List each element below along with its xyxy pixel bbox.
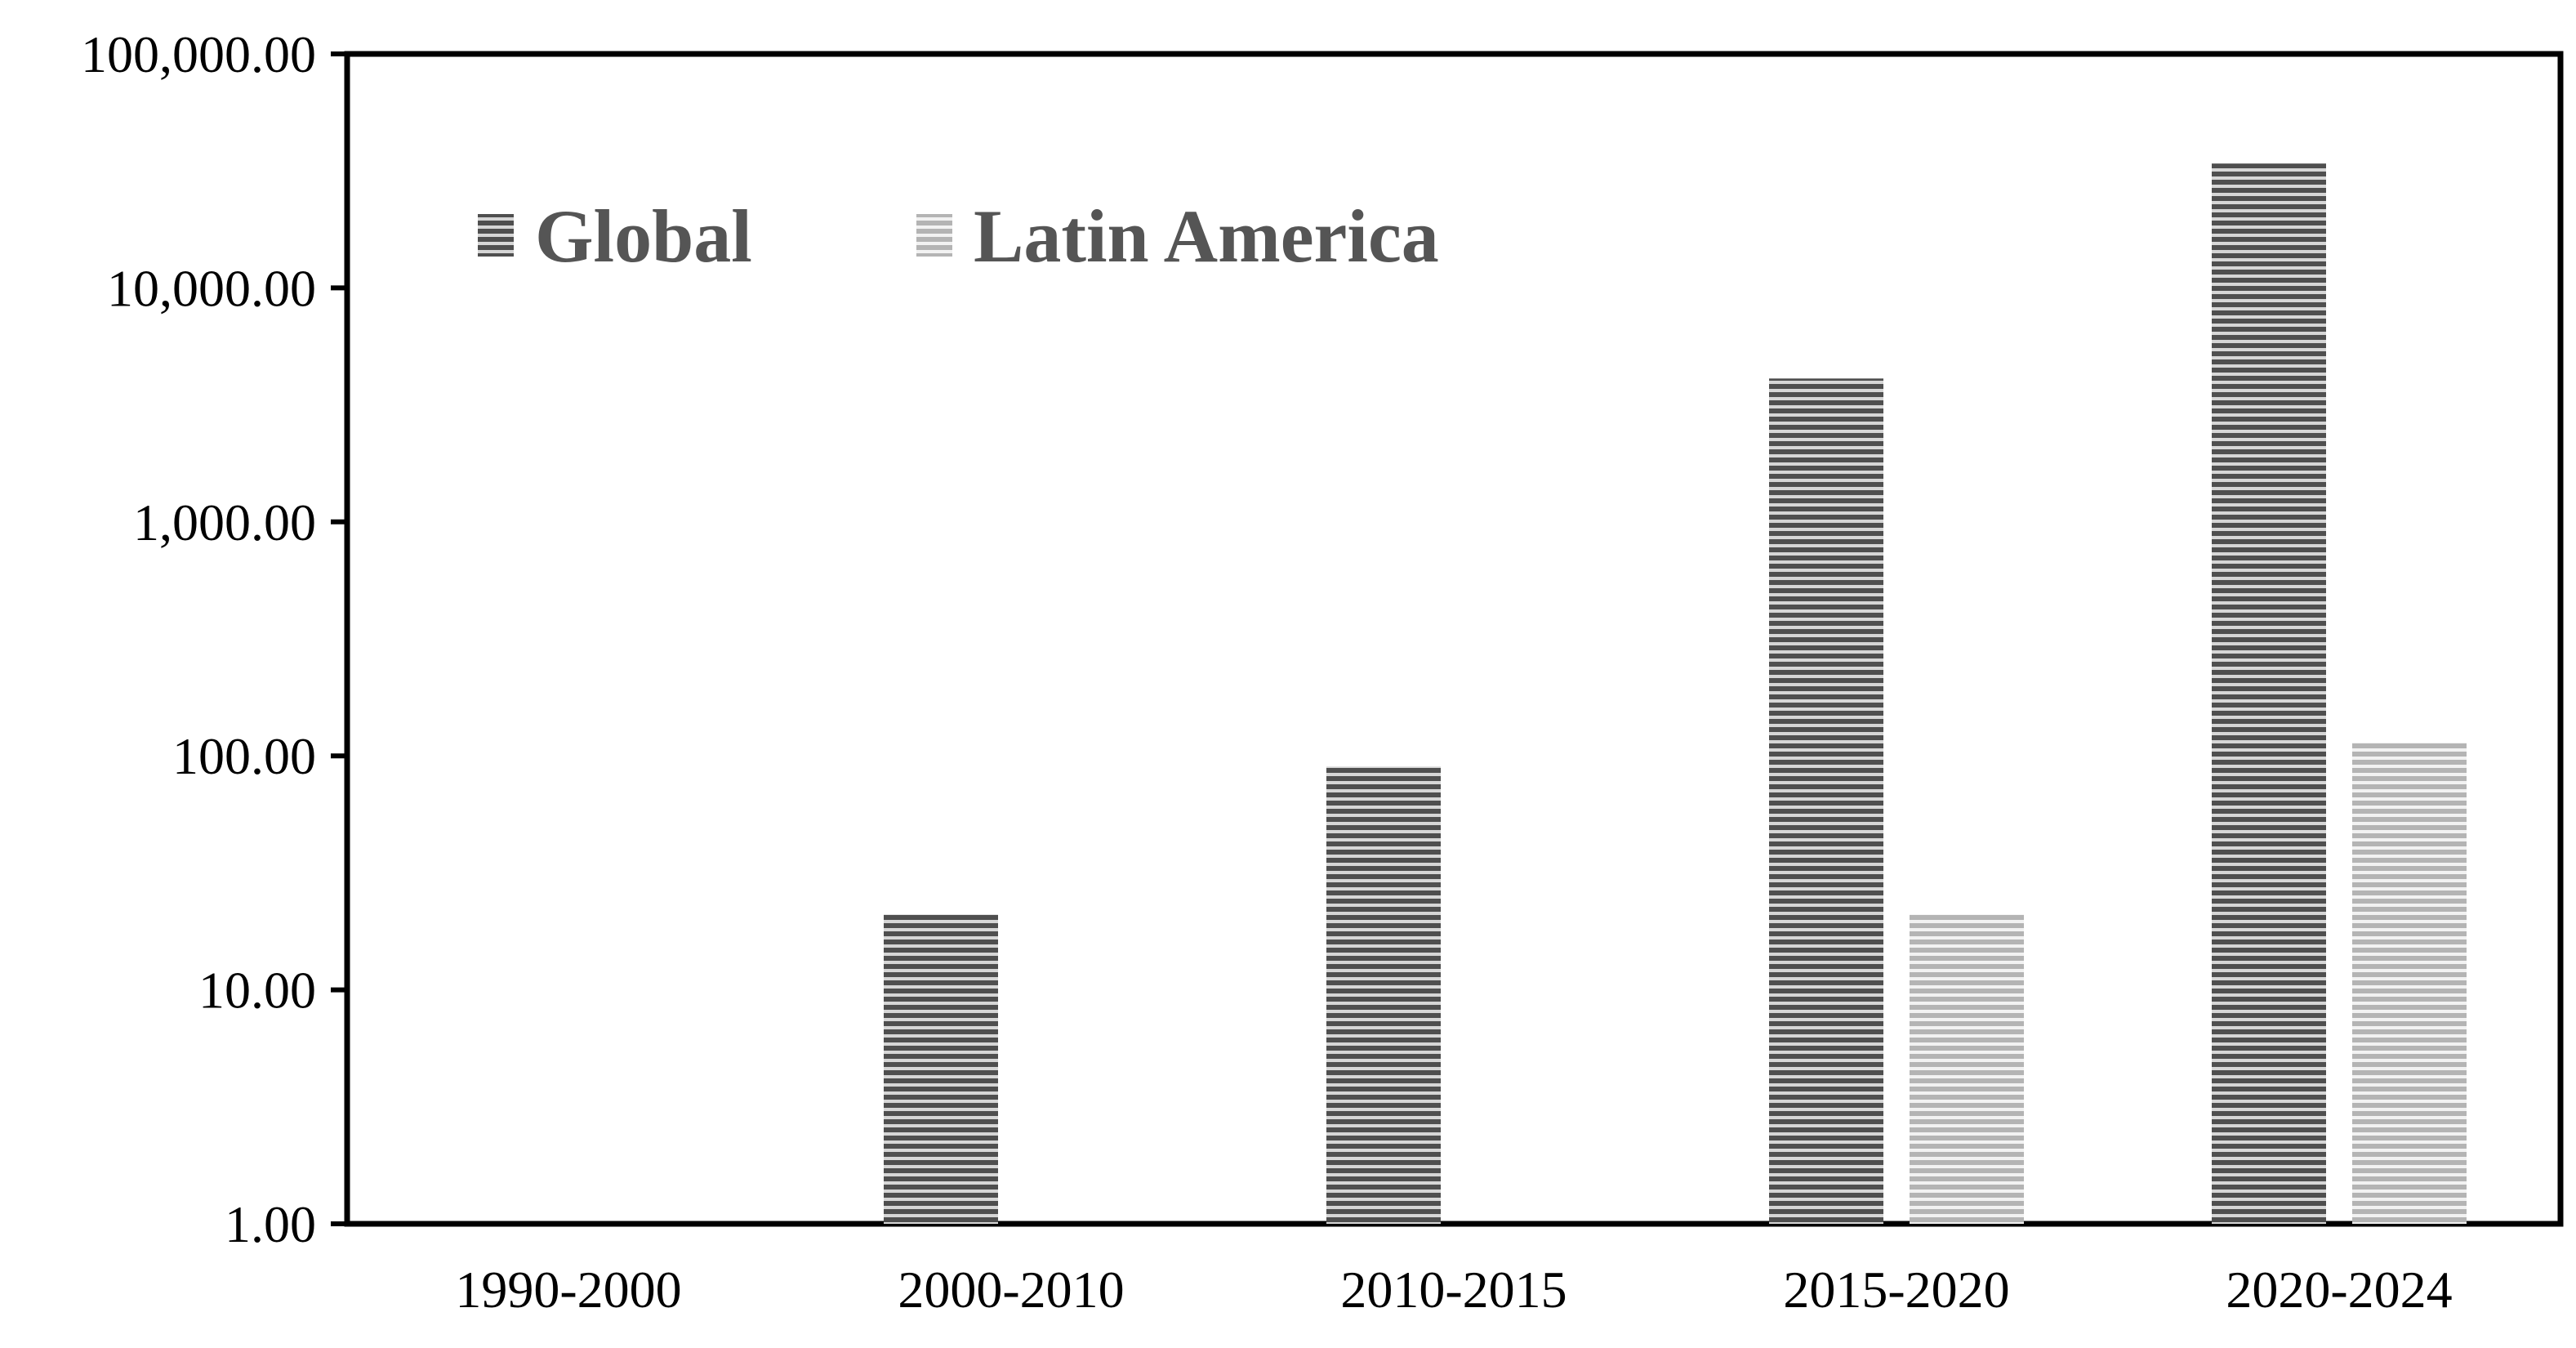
bar-global-2000-2010 bbox=[884, 914, 998, 1224]
y-tick-label: 10.00 bbox=[198, 962, 316, 1020]
legend-swatch-global bbox=[478, 214, 514, 257]
bar-global-2010-2015 bbox=[1326, 766, 1441, 1224]
bar-global-2020-2024 bbox=[2212, 163, 2326, 1224]
y-tick-label: 10,000.00 bbox=[107, 259, 316, 317]
y-tick-label: 1,000.00 bbox=[133, 493, 316, 551]
x-tick-label: 2020-2024 bbox=[2226, 1261, 2452, 1319]
y-tick-label: 100.00 bbox=[172, 727, 316, 785]
y-tick-label: 100,000.00 bbox=[81, 25, 316, 83]
y-tick-label: 1.00 bbox=[225, 1195, 316, 1253]
bar-latin-america-2015-2020 bbox=[1910, 914, 2024, 1224]
bar-global-2015-2020 bbox=[1769, 378, 1883, 1224]
x-tick-label: 2010-2015 bbox=[1340, 1261, 1567, 1319]
bars bbox=[884, 163, 2467, 1224]
y-axis: 1.00 10.00 100.00 1,000.00 10,000.00 100,000.… bbox=[81, 25, 347, 1253]
x-tick-label: 2000-2010 bbox=[898, 1261, 1124, 1319]
legend-label: Latin America bbox=[974, 194, 1439, 278]
legend-label: Global bbox=[535, 194, 752, 278]
x-axis: 1990-2000 2000-2010 2010-2015 2015-2020 2020… bbox=[455, 1261, 2452, 1319]
x-tick-label: 2015-2020 bbox=[1783, 1261, 2009, 1319]
legend: Global Latin America bbox=[478, 194, 1439, 278]
bar-latin-america-2020-2024 bbox=[2352, 742, 2467, 1224]
legend-swatch-latin-america bbox=[916, 214, 952, 257]
plot-frame bbox=[344, 51, 2564, 1227]
x-tick-label: 1990-2000 bbox=[455, 1261, 681, 1319]
